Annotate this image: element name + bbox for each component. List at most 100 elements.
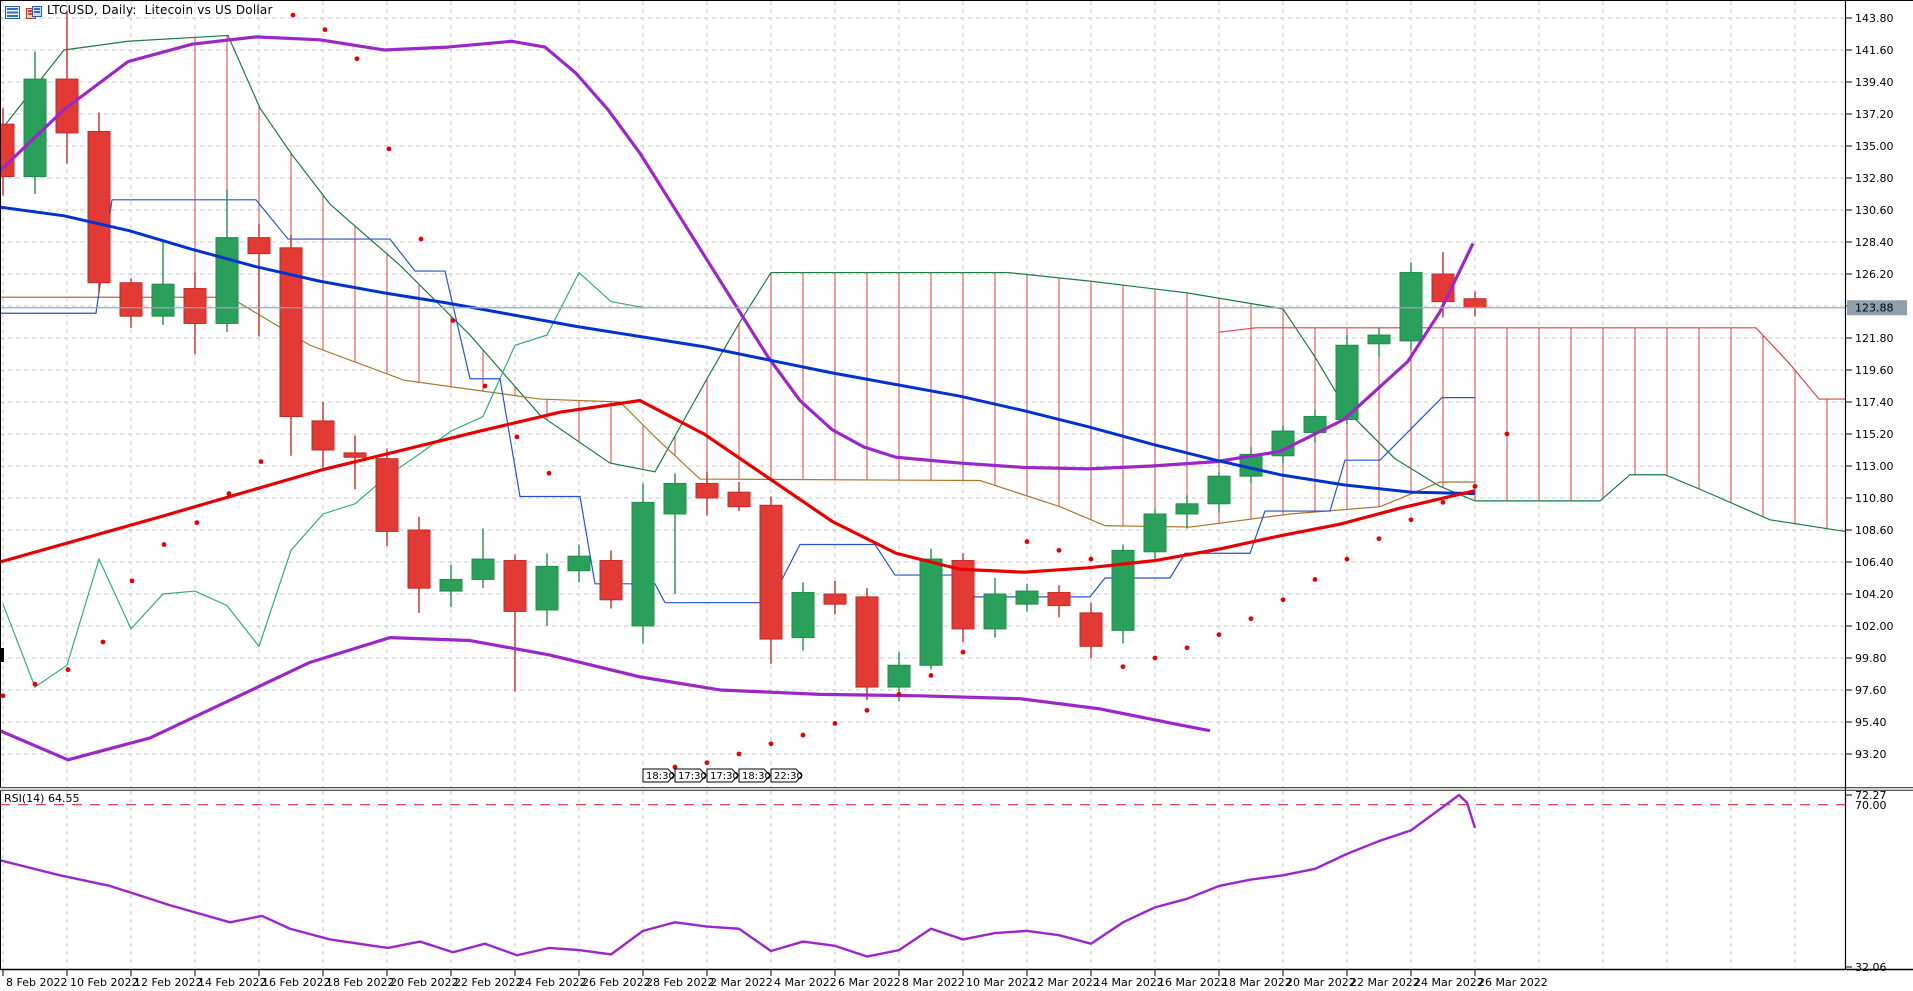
- time-tag-box: [770, 768, 803, 783]
- candle-body: [151, 283, 175, 317]
- rsi-indicator-label: RSI(14) 64.55: [4, 792, 79, 805]
- date-axis-label: 14 Feb 2022: [198, 976, 266, 989]
- date-axis-label: 4 Mar 2022: [774, 976, 837, 989]
- rsi-axis-bottom-label: 32.06: [1855, 961, 1887, 974]
- moving-average-blue: [0, 205, 1476, 496]
- candle-body: [215, 237, 239, 324]
- price-axis-label: 102.00: [1855, 620, 1894, 633]
- psar-dot: [290, 12, 296, 18]
- date-axis-label: 22 Feb 2022: [454, 976, 522, 989]
- candle-body: [823, 593, 847, 605]
- psar-dot: [1280, 597, 1286, 603]
- rsi-axis-top-label: 72.27: [1855, 789, 1887, 802]
- psar-dot: [864, 707, 870, 713]
- rsi-pane[interactable]: RSI(14) 64.55: [0, 792, 1845, 958]
- date-axis-label: 10 Feb 2022: [70, 976, 138, 989]
- price-axis-label: 99.80: [1855, 652, 1887, 665]
- candle-body: [887, 664, 911, 688]
- candle-body: [1175, 503, 1199, 515]
- price-axis-label: 115.20: [1855, 428, 1894, 441]
- psar-dot: [1120, 664, 1126, 670]
- rsi-line: [0, 793, 1477, 958]
- candle-body: [631, 501, 655, 627]
- psar-dot: [928, 673, 934, 678]
- chart-mode-icon[interactable]: [26, 4, 42, 19]
- date-axis-label: 28 Feb 2022: [646, 976, 714, 989]
- candle-body: [183, 288, 207, 324]
- bollinger-lower-band: [0, 636, 1211, 762]
- time-tag-label: 17:30: [678, 771, 707, 782]
- candle-body: [727, 491, 751, 508]
- main-pane[interactable]: 18:30 17:30 17:30 18:30 22:30: [0, 1, 1846, 968]
- date-axis-label: 18 Feb 2022: [326, 976, 394, 989]
- candle-body: [119, 282, 143, 317]
- candle-body: [1143, 513, 1167, 553]
- scroll-marker: [0, 648, 4, 662]
- chart-title-overlay: LTCUSD, Daily: Litecoin vs US Dollar: [5, 3, 273, 19]
- grid: [0, 1, 1845, 968]
- price-axis-label: 97.60: [1855, 684, 1887, 697]
- candle-body: [407, 529, 431, 589]
- date-axis-label: 8 Feb 2022: [6, 976, 67, 989]
- price-axis-label: 104.20: [1855, 588, 1894, 601]
- psar-dot: [1376, 536, 1382, 542]
- psar-dot: [65, 667, 71, 673]
- psar-dot: [1184, 645, 1190, 651]
- pane-divider[interactable]: [0, 787, 1913, 790]
- psar-dot: [1504, 431, 1510, 437]
- psar-dot: [896, 691, 902, 697]
- time-tag-box: [738, 768, 771, 783]
- candle-body: [599, 560, 623, 601]
- current-price-badge-label: 123.88: [1855, 302, 1894, 315]
- psar-dot: [258, 459, 264, 465]
- senkou-span-green: [0, 34, 1846, 533]
- psar-dot: [1312, 577, 1318, 582]
- date-axis-label: 16 Mar 2022: [1158, 976, 1228, 989]
- psar-dot: [482, 383, 488, 389]
- psar-dot: [1408, 517, 1414, 523]
- journal-icon[interactable]: [5, 4, 20, 19]
- psar-dot: [322, 27, 328, 33]
- psar-dot: [1472, 483, 1478, 489]
- candle-body: [695, 482, 719, 499]
- candle-body: [951, 560, 975, 630]
- rsi-axis-level-label: 70.00: [1855, 799, 1887, 812]
- psar-dot: [1344, 556, 1350, 562]
- candle-body: [0, 123, 15, 178]
- candle-body: [1335, 344, 1359, 420]
- date-axis-label: 10 Mar 2022: [966, 976, 1036, 989]
- time-tag-box: [674, 768, 707, 783]
- candle-body: [503, 560, 527, 612]
- candle-body: [311, 420, 335, 451]
- date-axis-label: 26 Feb 2022: [582, 976, 650, 989]
- psar-dot: [354, 56, 360, 62]
- psar-dot: [800, 732, 806, 738]
- psar-dot: [1152, 655, 1158, 661]
- date-axis-label: 8 Mar 2022: [902, 976, 965, 989]
- candle-body: [1367, 334, 1391, 345]
- candle-body: [759, 504, 783, 640]
- candle-body: [247, 237, 271, 255]
- price-axis-label: 128.40: [1855, 236, 1894, 249]
- time-tags: 18:30 17:30 17:30 18:30 22:30: [642, 768, 803, 783]
- date-axis-label: 6 Mar 2022: [838, 976, 901, 989]
- candle-body: [855, 596, 879, 688]
- date-axis-label: 18 Mar 2022: [1222, 976, 1292, 989]
- price-axis-label: 108.60: [1855, 524, 1894, 537]
- senkou-span-brown: [0, 296, 1475, 528]
- date-axis-label: 2 Mar 2022: [710, 976, 773, 989]
- psar-dot: [672, 764, 678, 770]
- price-axis-label: 139.40: [1855, 76, 1894, 89]
- candle-body: [791, 592, 815, 639]
- psar-dot: [386, 146, 392, 152]
- date-axis-label: 20 Feb 2022: [390, 976, 458, 989]
- candle-body: [1463, 298, 1487, 309]
- date-axis-label: 26 Mar 2022: [1478, 976, 1548, 989]
- psar-dot: [768, 741, 774, 747]
- candle-body: [1015, 590, 1039, 605]
- candle-body: [983, 593, 1007, 630]
